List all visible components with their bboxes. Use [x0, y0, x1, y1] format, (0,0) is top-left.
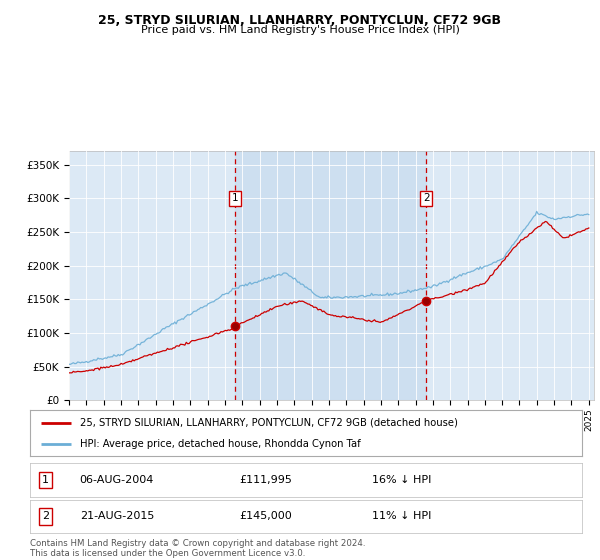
Text: 2: 2	[423, 193, 430, 203]
Text: 06-AUG-2004: 06-AUG-2004	[80, 475, 154, 485]
Text: HPI: Average price, detached house, Rhondda Cynon Taf: HPI: Average price, detached house, Rhon…	[80, 439, 361, 449]
Text: Price paid vs. HM Land Registry's House Price Index (HPI): Price paid vs. HM Land Registry's House …	[140, 25, 460, 35]
Text: 21-AUG-2015: 21-AUG-2015	[80, 511, 154, 521]
Text: £145,000: £145,000	[240, 511, 293, 521]
Text: Contains HM Land Registry data © Crown copyright and database right 2024.
This d: Contains HM Land Registry data © Crown c…	[30, 539, 365, 558]
Text: 16% ↓ HPI: 16% ↓ HPI	[372, 475, 431, 485]
Text: 11% ↓ HPI: 11% ↓ HPI	[372, 511, 431, 521]
Text: 2: 2	[42, 511, 49, 521]
Text: 25, STRYD SILURIAN, LLANHARRY, PONTYCLUN, CF72 9GB: 25, STRYD SILURIAN, LLANHARRY, PONTYCLUN…	[98, 14, 502, 27]
Text: 25, STRYD SILURIAN, LLANHARRY, PONTYCLUN, CF72 9GB (detached house): 25, STRYD SILURIAN, LLANHARRY, PONTYCLUN…	[80, 418, 458, 428]
Bar	[235, 151, 426, 400]
Text: 1: 1	[232, 193, 238, 203]
Text: £111,995: £111,995	[240, 475, 293, 485]
Text: 1: 1	[42, 475, 49, 485]
